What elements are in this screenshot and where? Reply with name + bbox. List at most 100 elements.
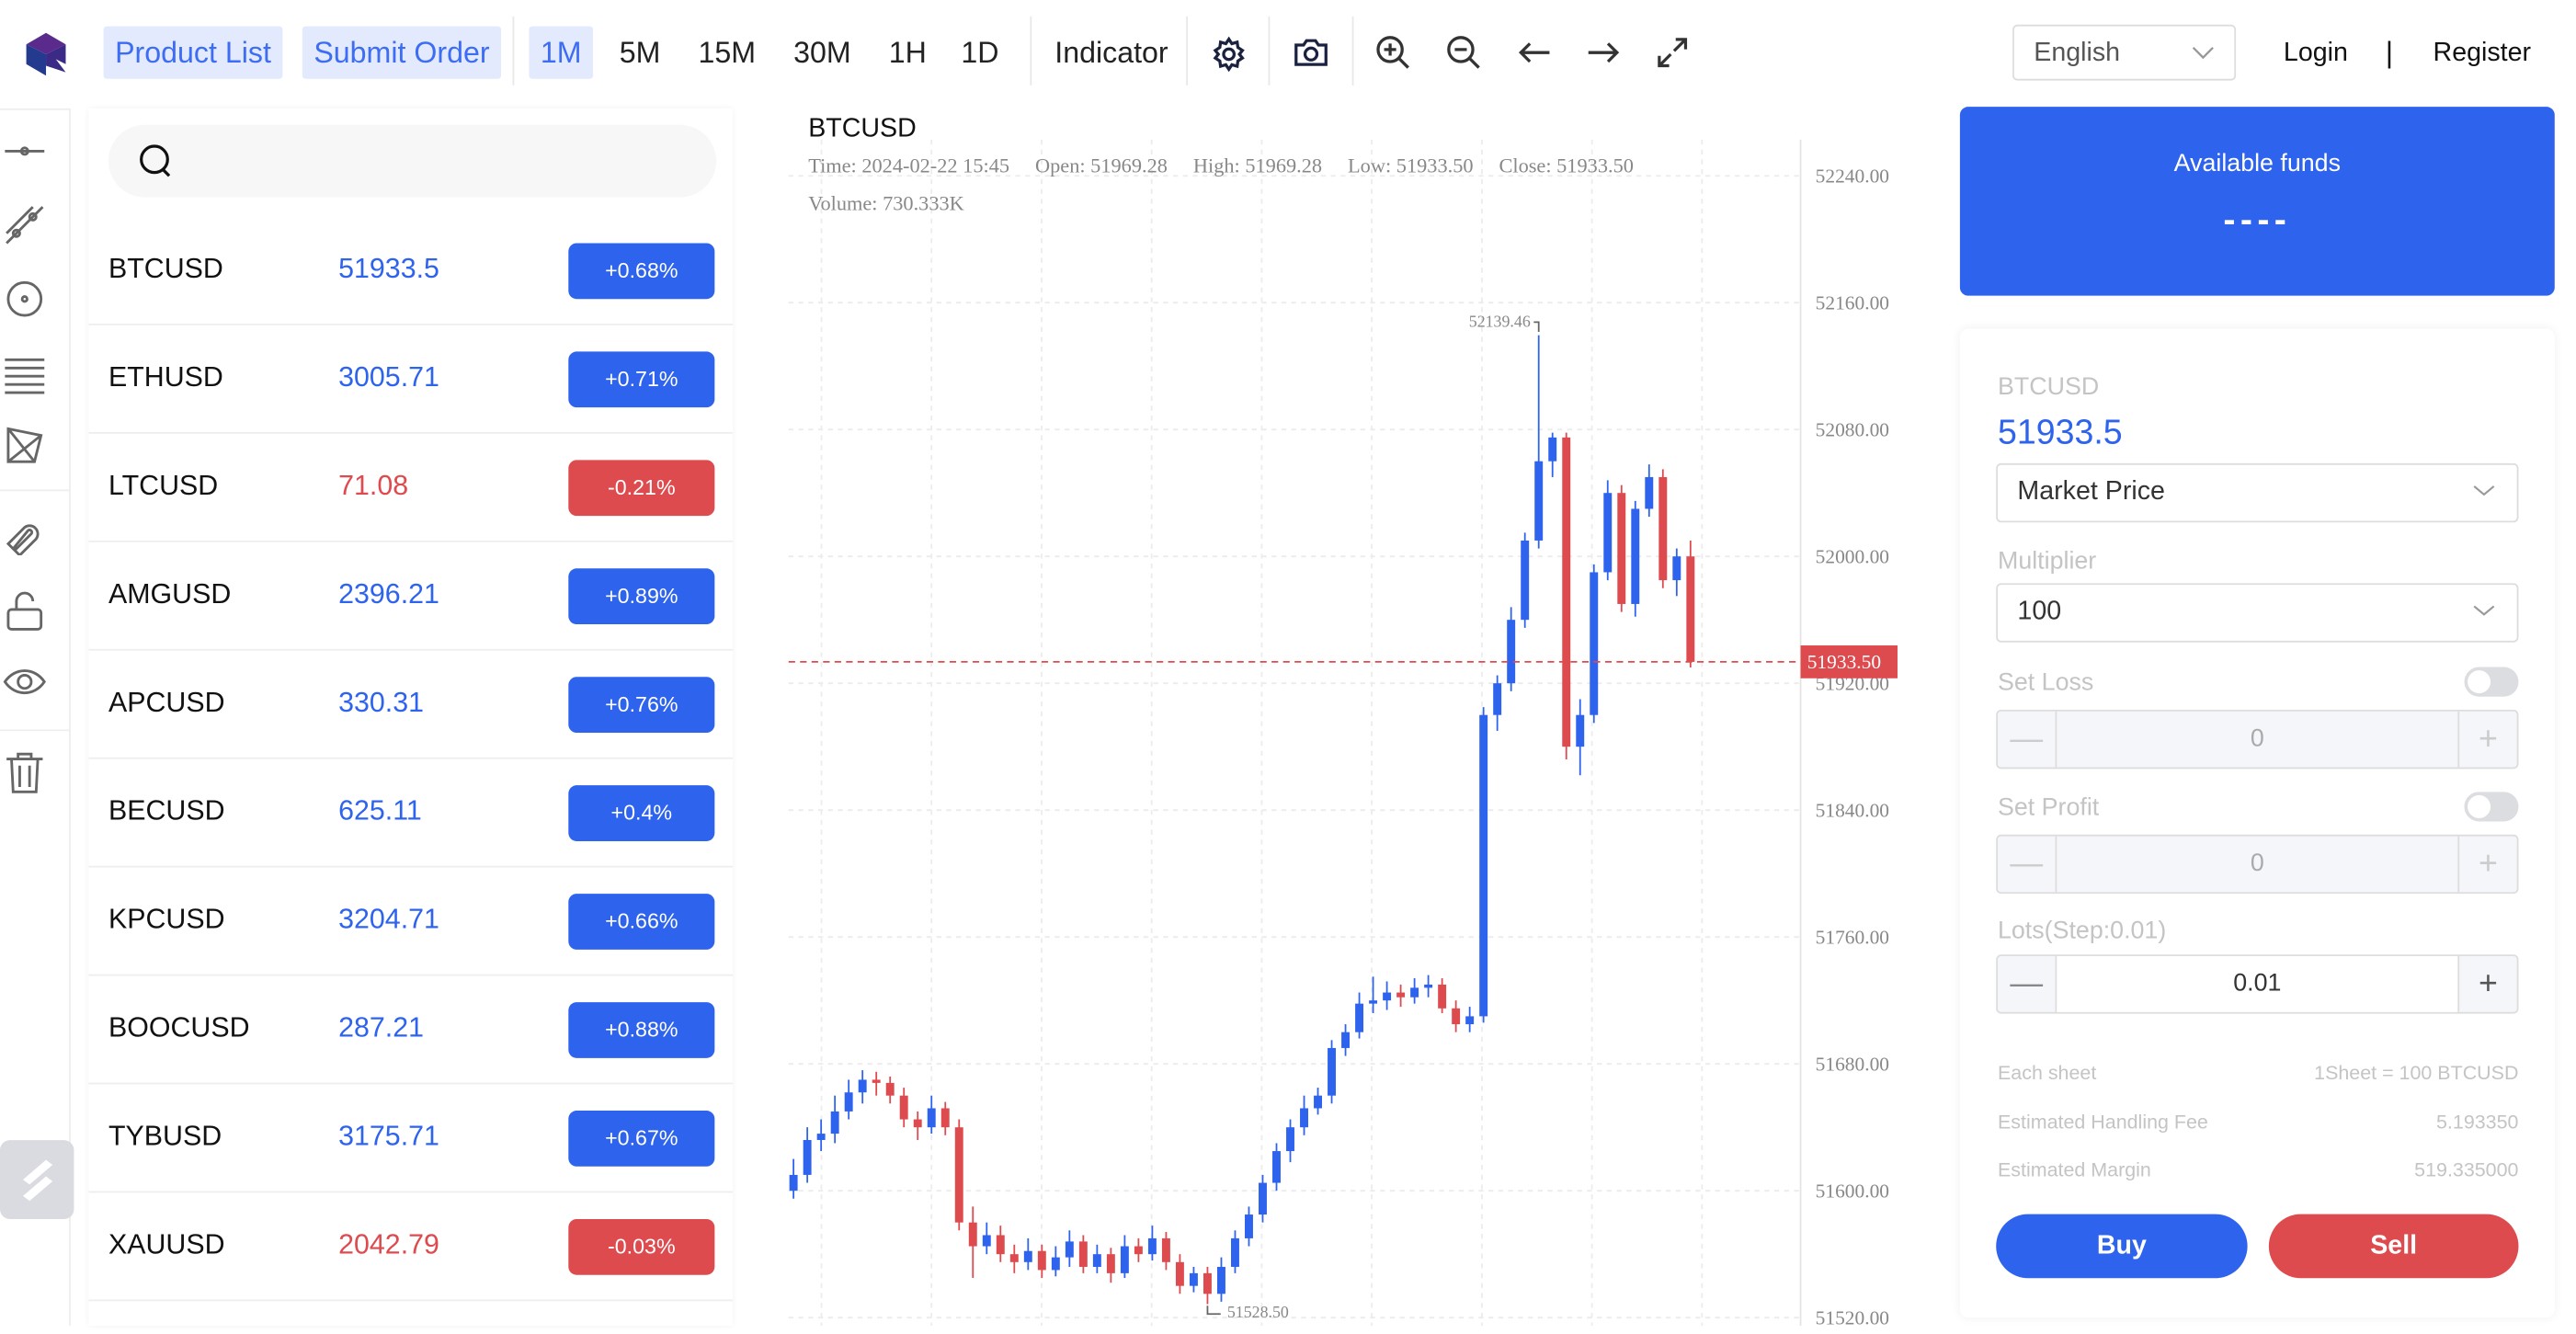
price-chart[interactable]: 52240.00 52160.00 52080.00 52000.00 51920.00… (756, 107, 1939, 1328)
buy-button[interactable]: Buy (1996, 1214, 2248, 1279)
product-row[interactable]: BECUSD 625.11 +0.4% (88, 759, 734, 868)
candle-body (1245, 1214, 1253, 1238)
product-row[interactable]: KPCUSD 3204.71 +0.66% (88, 868, 734, 976)
multiplier-select[interactable]: 100 (1996, 583, 2519, 643)
lots-increment-button[interactable]: + (2457, 956, 2516, 1012)
candle-body (1216, 1266, 1225, 1294)
product-row[interactable]: XAUUSD 2042.79 -0.03% (88, 1192, 734, 1302)
product-row[interactable]: LTCUSD 71.08 -0.21% (88, 434, 734, 542)
loss-value[interactable]: 0 (2250, 724, 2264, 753)
margin-value: 519.335000 (2414, 1157, 2519, 1181)
drawing-mode-button[interactable] (0, 1140, 74, 1219)
eye-icon[interactable] (3, 660, 46, 702)
divider (0, 108, 70, 110)
zoom-out-icon[interactable] (1446, 35, 1482, 71)
candle-body (1314, 1095, 1322, 1109)
product-list-button[interactable]: Product List (103, 26, 283, 79)
interval-15m[interactable]: 15M (698, 36, 757, 70)
product-name: KPCUSD (108, 903, 225, 935)
y-tick-label: 52240.00 (1816, 165, 1889, 187)
candle-body (913, 1119, 922, 1128)
candle-body (885, 1082, 895, 1096)
candle-body (1465, 1016, 1475, 1025)
loss-stepper[interactable]: — 0 + (1996, 709, 2519, 770)
product-row[interactable]: BOOCUSD 287.21 +0.88% (88, 975, 734, 1085)
camera-icon[interactable] (1293, 36, 1328, 69)
profit-increment-button[interactable]: + (2457, 836, 2516, 893)
fee-value: 5.193350 (2436, 1111, 2519, 1134)
product-row[interactable]: APCUSD 330.31 +0.76% (88, 651, 734, 759)
profit-value[interactable]: 0 (2250, 849, 2264, 878)
set-profit-label: Set Profit (1997, 793, 2100, 822)
product-row[interactable]: TYBUSD 3175.71 +0.67% (88, 1084, 734, 1193)
settings-icon[interactable] (1211, 36, 1247, 73)
candle-body (1175, 1261, 1184, 1286)
candle-body (1203, 1272, 1212, 1294)
candle-body (1534, 461, 1544, 541)
trash-icon[interactable] (4, 751, 46, 793)
candle-body (844, 1092, 853, 1112)
fullscreen-icon[interactable] (1656, 36, 1689, 69)
candle-body (789, 1174, 798, 1191)
set-profit-toggle[interactable] (2464, 792, 2519, 822)
login-link[interactable]: Login (2283, 39, 2348, 68)
product-row[interactable]: AMGUSD 2396.21 +0.89% (88, 542, 734, 651)
product-row[interactable]: ETHUSD 3005.71 +0.71% (88, 325, 734, 434)
candle-body (1300, 1108, 1308, 1128)
product-price: 51933.5 (338, 253, 439, 285)
indicator-button[interactable]: Indicator (1054, 36, 1168, 70)
lots-stepper[interactable]: —0.01 + (1996, 954, 2519, 1014)
set-loss-toggle[interactable] (2464, 667, 2519, 697)
interval-30m[interactable]: 30M (793, 36, 851, 70)
circle-icon[interactable] (4, 278, 46, 320)
candle-body (1507, 620, 1516, 684)
last-price-label: 51933.50 (1807, 651, 1881, 673)
candle-body (899, 1095, 908, 1120)
register-link[interactable]: Register (2433, 39, 2532, 68)
ohlc-time: Time: 2024-02-22 15:45 (808, 154, 1010, 177)
divider (512, 16, 515, 86)
change-badge: +0.4% (568, 785, 715, 841)
candle-body (1672, 556, 1681, 581)
pattern-icon[interactable] (4, 424, 46, 466)
interval-5m[interactable]: 5M (619, 36, 661, 70)
fib-lines-icon[interactable] (4, 351, 46, 394)
zoom-in-icon[interactable] (1375, 35, 1411, 71)
layers-icon (23, 1159, 53, 1202)
language-select[interactable]: English (2012, 24, 2237, 81)
candle-body (858, 1079, 867, 1093)
divider (1268, 16, 1271, 86)
candlestick-chart[interactable]: 52240.0052160.0052080.0052000.0051920.00… (756, 107, 1939, 1328)
arrow-right-icon[interactable] (1585, 38, 1621, 67)
interval-1h[interactable]: 1H (888, 36, 927, 70)
profit-stepper[interactable]: — 0 + (1996, 834, 2519, 895)
product-price: 3204.71 (338, 903, 439, 935)
arrow-left-icon[interactable] (1516, 38, 1552, 67)
interval-1d[interactable]: 1D (961, 36, 999, 70)
loss-increment-button[interactable]: + (2457, 711, 2516, 768)
magnet-icon[interactable] (4, 513, 46, 556)
loss-decrement-button[interactable]: — (1998, 711, 2057, 768)
candle-body (1590, 572, 1599, 715)
product-price: 71.08 (338, 470, 409, 502)
lots-value[interactable]: 0.01 (2057, 956, 2458, 1012)
profit-decrement-button[interactable]: — (1998, 836, 2057, 893)
search-input[interactable] (108, 124, 717, 198)
sell-button[interactable]: Sell (2268, 1214, 2519, 1279)
change-badge: +0.66% (568, 894, 715, 950)
submit-order-button[interactable]: Submit Order (302, 26, 502, 79)
lock-icon[interactable] (4, 590, 46, 633)
candle-body (1383, 992, 1392, 1001)
price-type-select[interactable]: Market Price (1996, 462, 2519, 523)
horizontal-line-icon[interactable] (4, 130, 46, 172)
candle-body (1161, 1237, 1170, 1262)
candle-body (1230, 1237, 1239, 1267)
interval-1m[interactable]: 1M (529, 26, 594, 79)
trend-line-icon[interactable] (4, 204, 46, 246)
candle-body (1658, 476, 1668, 581)
product-price: 2396.21 (338, 578, 439, 610)
change-badge: +0.76% (568, 677, 715, 734)
product-price: 3005.71 (338, 361, 439, 393)
product-row[interactable]: BTCUSD 51933.5 +0.68% (88, 217, 734, 325)
lots-decrement-button[interactable]: — (1998, 956, 2057, 1012)
